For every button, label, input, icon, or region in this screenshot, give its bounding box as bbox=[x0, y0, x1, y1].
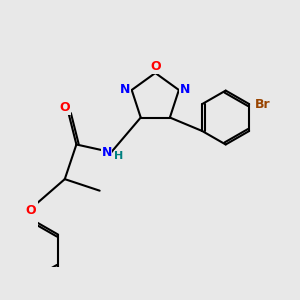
Text: O: O bbox=[59, 101, 70, 114]
Text: Br: Br bbox=[255, 98, 271, 111]
Text: N: N bbox=[101, 146, 112, 159]
Text: N: N bbox=[180, 83, 190, 97]
Text: N: N bbox=[120, 83, 131, 97]
Text: H: H bbox=[114, 151, 124, 161]
Text: O: O bbox=[150, 60, 160, 73]
Text: O: O bbox=[26, 204, 36, 217]
